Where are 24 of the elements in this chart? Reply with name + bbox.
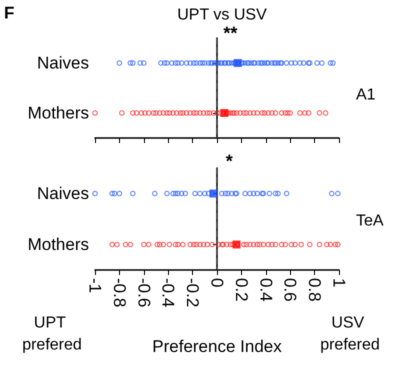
x-tick-label: 0.4 (256, 278, 276, 302)
text: TeA (356, 212, 384, 230)
x-tick-label: -0.4 (158, 278, 178, 308)
x-axis-title: Preference Index (152, 337, 282, 356)
x-tick-label: 0.6 (280, 278, 300, 302)
x-tick-label: -0.2 (183, 278, 202, 308)
text: F (4, 4, 14, 22)
annotation: ** (223, 23, 238, 43)
x-tick-label: -0.6 (134, 278, 154, 308)
text: UPT prefered (22, 314, 82, 354)
annotation: * (226, 151, 233, 171)
x-tick-label: -1 (86, 278, 104, 294)
x-tick-label: -0.8 (110, 278, 129, 308)
y-tick-label: Mothers (28, 235, 89, 254)
x-tick-label: 0 (208, 278, 226, 288)
y-tick-label: Mothers (28, 104, 89, 122)
chart-title: UPT vs USV (177, 6, 268, 24)
x-tick-label: 1 (330, 278, 348, 288)
text: A1 (356, 86, 376, 104)
x-tick-label: 0.8 (305, 278, 324, 302)
y-tick-label: Naives (37, 184, 89, 203)
x-tick-label: 0.2 (232, 278, 251, 302)
text: USV prefered (320, 314, 380, 354)
y-tick-label: Naives (37, 54, 89, 72)
